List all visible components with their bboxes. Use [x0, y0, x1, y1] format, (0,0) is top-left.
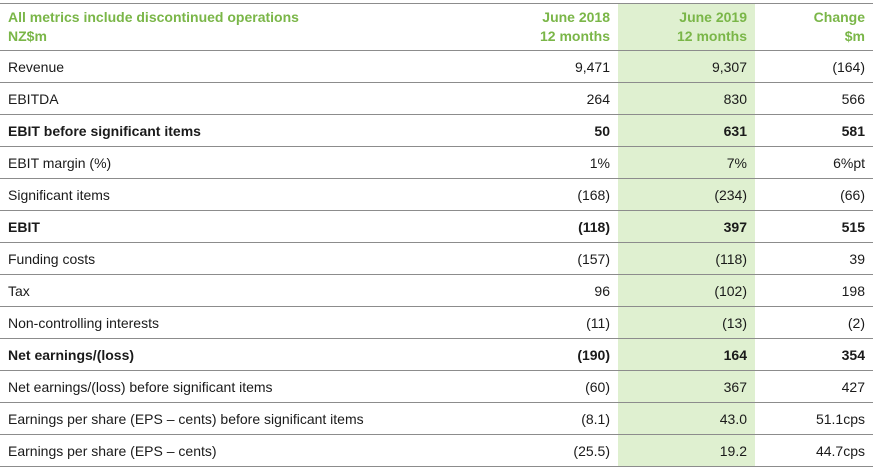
row-label: EBIT margin (%) [0, 146, 485, 179]
value-june-2018: (157) [485, 242, 618, 275]
header-change-title: Change [813, 9, 865, 25]
row-label: EBIT [0, 210, 485, 243]
value-june-2018: (60) [485, 370, 618, 403]
value-june-2019: 7% [618, 146, 755, 179]
table-row: Net earnings/(loss) (190) 164 354 [0, 338, 873, 371]
table-row: Significant items (168) (234) (66) [0, 178, 873, 211]
value-june-2018: 1% [485, 146, 618, 179]
row-label: Tax [0, 274, 485, 307]
value-june-2019: (13) [618, 306, 755, 339]
row-label: Earnings per share (EPS – cents) [0, 434, 485, 467]
header-metric-title: All metrics include discontinued operati… [8, 9, 299, 25]
value-june-2019: (102) [618, 274, 755, 307]
table-row: Net earnings/(loss) before significant i… [0, 370, 873, 403]
value-change: 51.1cps [755, 402, 873, 435]
value-june-2018: (118) [485, 210, 618, 243]
table-row: Earnings per share (EPS – cents) before … [0, 402, 873, 435]
row-label: Net earnings/(loss) before significant i… [0, 370, 485, 403]
value-june-2019: 830 [618, 82, 755, 115]
table-header: All metrics include discontinued operati… [0, 3, 873, 51]
financial-metrics-table: All metrics include discontinued operati… [0, 3, 873, 467]
header-june-2018: June 2018 12 months [485, 3, 618, 51]
value-change: 515 [755, 210, 873, 243]
row-label: Net earnings/(loss) [0, 338, 485, 371]
value-change: 427 [755, 370, 873, 403]
value-change: (66) [755, 178, 873, 211]
header-june-2019-title: June 2019 [679, 9, 747, 25]
value-june-2018: (11) [485, 306, 618, 339]
row-label: Funding costs [0, 242, 485, 275]
table-row: Non-controlling interests (11) (13) (2) [0, 306, 873, 339]
value-change: 6%pt [755, 146, 873, 179]
value-june-2018: 96 [485, 274, 618, 307]
value-june-2019: 367 [618, 370, 755, 403]
row-label: EBITDA [0, 82, 485, 115]
row-label: Earnings per share (EPS – cents) before … [0, 402, 485, 435]
header-metric-label: All metrics include discontinued operati… [0, 3, 485, 51]
value-june-2019: (118) [618, 242, 755, 275]
header-june-2018-title: June 2018 [542, 9, 610, 25]
table-row: Revenue 9,471 9,307 (164) [0, 50, 873, 83]
table-row: EBIT (118) 397 515 [0, 210, 873, 243]
value-change: 198 [755, 274, 873, 307]
value-change: (164) [755, 50, 873, 83]
header-june-2019-period: 12 months [676, 28, 747, 44]
value-june-2018: (25.5) [485, 434, 618, 467]
value-june-2018: (8.1) [485, 402, 618, 435]
value-change: 581 [755, 114, 873, 147]
value-june-2019: 19.2 [618, 434, 755, 467]
header-june-2018-period: 12 months [539, 28, 610, 44]
table-row: EBIT margin (%) 1% 7% 6%pt [0, 146, 873, 179]
table-row: Earnings per share (EPS – cents) (25.5) 19… [0, 434, 873, 467]
header-change: Change $m [755, 3, 873, 51]
value-june-2018: (168) [485, 178, 618, 211]
value-june-2019: 631 [618, 114, 755, 147]
header-change-unit: $m [844, 28, 865, 44]
value-june-2019: 397 [618, 210, 755, 243]
value-june-2018: 264 [485, 82, 618, 115]
table-row: EBITDA 264 830 566 [0, 82, 873, 115]
table-row: Tax 96 (102) 198 [0, 274, 873, 307]
row-label: Significant items [0, 178, 485, 211]
value-june-2018: (190) [485, 338, 618, 371]
header-june-2019: June 2019 12 months [618, 3, 755, 51]
value-change: 39 [755, 242, 873, 275]
header-currency-unit: NZ$m [8, 28, 47, 44]
value-change: 354 [755, 338, 873, 371]
value-change: 566 [755, 82, 873, 115]
header-row: All metrics include discontinued operati… [0, 3, 873, 51]
table-row: EBIT before significant items 50 631 581 [0, 114, 873, 147]
value-change: (2) [755, 306, 873, 339]
row-label: Non-controlling interests [0, 306, 485, 339]
table-row: Funding costs (157) (118) 39 [0, 242, 873, 275]
table-body: Revenue 9,471 9,307 (164) EBITDA 264 830 566 EBI… [0, 50, 873, 467]
value-june-2019: (234) [618, 178, 755, 211]
value-june-2019: 9,307 [618, 50, 755, 83]
value-june-2018: 50 [485, 114, 618, 147]
value-june-2019: 164 [618, 338, 755, 371]
row-label: EBIT before significant items [0, 114, 485, 147]
value-june-2019: 43.0 [618, 402, 755, 435]
value-change: 44.7cps [755, 434, 873, 467]
value-june-2018: 9,471 [485, 50, 618, 83]
row-label: Revenue [0, 50, 485, 83]
